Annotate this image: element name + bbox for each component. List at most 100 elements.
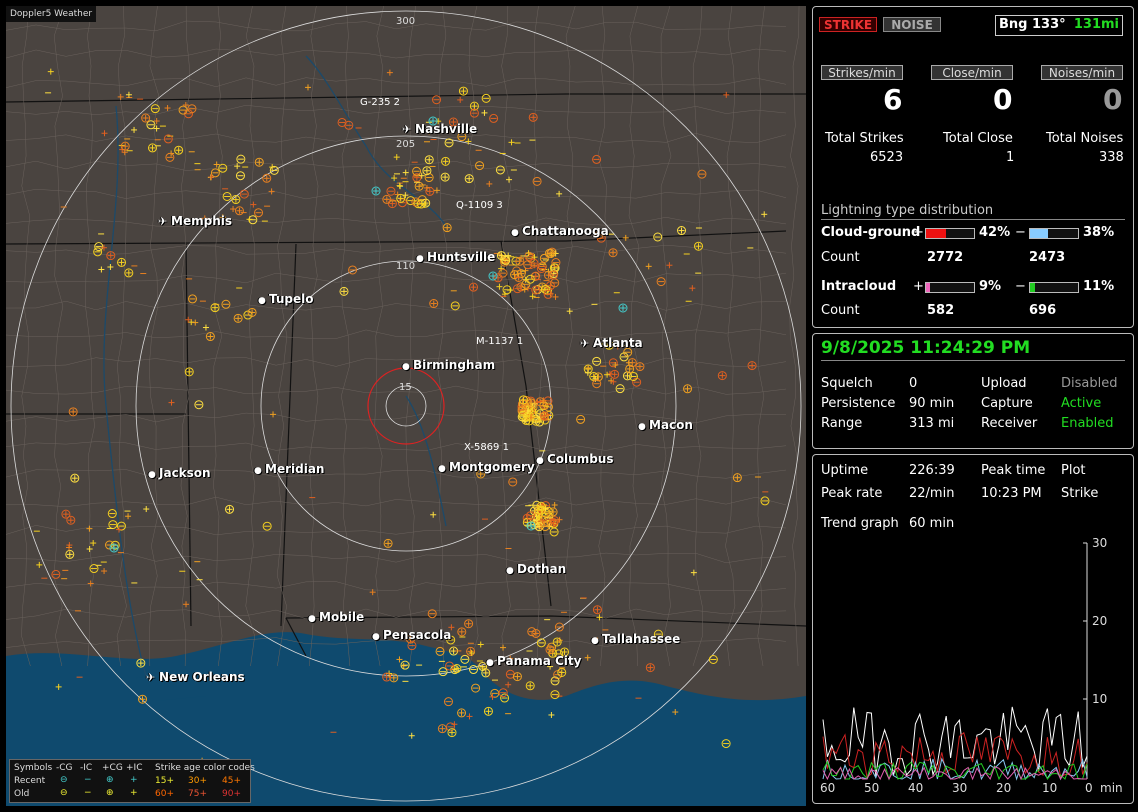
close-per-min-value: 0 <box>993 83 1013 116</box>
strike-marker <box>416 199 426 209</box>
strike-marker <box>635 362 645 372</box>
y-tick-20: 20 <box>1092 614 1108 628</box>
cg-minus-sign: − <box>1015 225 1026 240</box>
strike-marker <box>383 538 393 548</box>
strike-marker <box>507 287 514 294</box>
peak-rate-label: Peak rate <box>821 486 883 501</box>
strike-marker <box>543 270 553 280</box>
strike-marker <box>488 271 498 281</box>
city-dot-icon: ● <box>591 636 602 646</box>
strike-marker <box>510 270 520 280</box>
ring-label-15: 15 <box>399 382 412 393</box>
legend-old: Old <box>14 789 30 799</box>
storm-tag-q1109[interactable]: Q-1109 3 <box>456 200 503 211</box>
airport-icon: ✈ <box>402 123 416 136</box>
city-memphis: ✈ Memphis <box>158 214 232 228</box>
strike-marker <box>550 690 560 700</box>
strike-marker <box>683 384 693 394</box>
strike-marker <box>622 234 629 241</box>
strike-marker <box>119 146 126 153</box>
strike-marker <box>120 141 130 151</box>
strike-marker <box>475 161 485 171</box>
strike-marker <box>543 402 553 412</box>
strike-marker <box>469 108 479 118</box>
lightning-map[interactable]: Doppler5 Weather 300 205 110 15 G-235 2 … <box>6 6 806 806</box>
strike-marker <box>233 313 243 323</box>
airport-icon: ✈ <box>158 215 172 228</box>
cg-plus-sign: + <box>913 225 924 240</box>
noises-per-min-button[interactable]: Noises/min <box>1041 65 1123 80</box>
airport-icon: ✈ <box>146 671 160 684</box>
strike-marker <box>218 163 228 173</box>
strike-marker <box>584 369 591 376</box>
city-macon: ● Macon <box>638 418 693 432</box>
storm-tag-g235[interactable]: G-235 2 <box>360 97 400 108</box>
legend-recent-cg-plus-icon: ⊕ <box>106 775 114 785</box>
strike-marker <box>645 663 655 673</box>
strike-marker <box>505 681 512 688</box>
strike-marker <box>601 340 608 347</box>
total-noises-label: Total Noises <box>1046 131 1124 146</box>
capture-label: Capture <box>981 396 1033 411</box>
legend-age-75: 75+ <box>188 789 207 799</box>
storm-tag-m1137[interactable]: M-1137 1 <box>476 336 524 347</box>
strike-marker <box>61 509 71 519</box>
persistence-value: 90 min <box>909 396 955 411</box>
strike-marker <box>500 644 507 651</box>
ic-count-label: Count <box>821 303 860 318</box>
strike-tab[interactable]: STRIKE <box>819 17 877 32</box>
storm-tag-x5869[interactable]: X-5869 1 <box>464 442 509 453</box>
strike-marker <box>584 654 591 661</box>
strike-marker <box>515 256 525 266</box>
distribution-divider <box>821 219 1125 220</box>
strike-marker <box>540 399 547 406</box>
strikes-per-min-button[interactable]: Strikes/min <box>821 65 903 80</box>
strike-marker <box>521 286 528 293</box>
strike-marker <box>225 504 235 514</box>
strike-marker <box>469 665 479 675</box>
city-label: Atlanta <box>593 336 643 350</box>
strike-marker <box>445 661 455 671</box>
cloud-ground-label: Cloud-ground <box>821 225 921 240</box>
strike-marker <box>433 187 440 194</box>
strike-marker <box>466 713 473 720</box>
strike-marker <box>183 601 190 608</box>
strike-marker <box>614 343 621 350</box>
strike-marker <box>386 186 396 196</box>
strike-marker <box>438 667 448 677</box>
strike-marker <box>531 271 541 281</box>
city-label: Nashville <box>415 122 478 136</box>
legend-age-60: 60+ <box>155 789 174 799</box>
city-dot-icon: ● <box>148 470 159 480</box>
city-label: Jackson <box>159 466 211 480</box>
strike-marker <box>460 654 470 664</box>
status-panel: 9/8/2025 11:24:29 PM Squelch 0 Persisten… <box>812 333 1134 449</box>
state-borders <box>6 93 806 657</box>
city-jackson: ● Jackson <box>148 466 211 480</box>
strike-marker <box>185 316 192 323</box>
city-label: Macon <box>649 418 693 432</box>
range-value: 313 mi <box>909 416 955 431</box>
gulf-coast-detail <box>136 676 206 701</box>
peak-rate-value: 22/min <box>909 486 955 501</box>
close-per-min-button[interactable]: Close/min <box>931 65 1013 80</box>
strike-marker <box>496 283 503 290</box>
city-dot-icon: ● <box>258 296 269 306</box>
x-tick-0: 0 <box>1085 781 1093 795</box>
strike-marker <box>188 294 198 304</box>
strike-marker <box>174 145 184 155</box>
strike-marker <box>254 157 264 167</box>
strike-marker <box>592 379 602 389</box>
noise-tab[interactable]: NOISE <box>883 17 941 32</box>
strike-marker <box>615 384 625 394</box>
city-label: Columbus <box>547 452 614 466</box>
strike-marker <box>536 638 546 648</box>
plot-value[interactable]: Strike <box>1061 486 1099 501</box>
strike-marker <box>551 502 558 509</box>
strike-marker <box>443 697 453 707</box>
strike-marker <box>153 125 160 132</box>
legend-cg-plus: +CG <box>102 763 123 773</box>
legend-cg-minus: -CG <box>56 763 73 773</box>
city-meridian: ● Meridian <box>254 462 324 476</box>
cg-positive-count: 2772 <box>927 250 964 265</box>
